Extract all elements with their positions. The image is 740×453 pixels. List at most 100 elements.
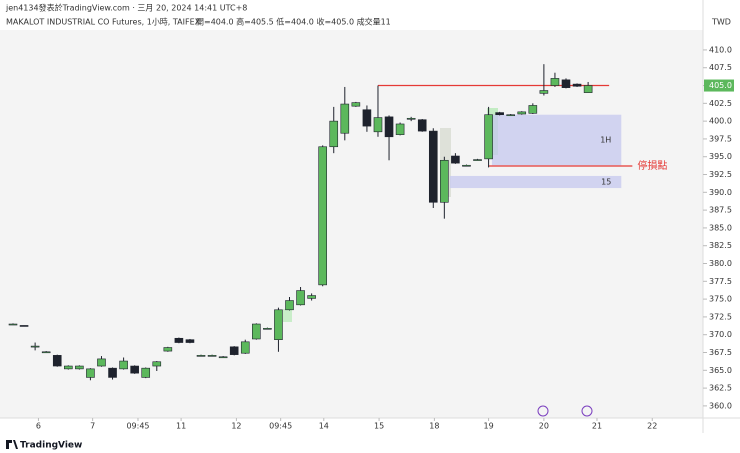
candle-body xyxy=(130,365,139,374)
y-tick-label: 402.5 xyxy=(709,99,732,108)
highlight xyxy=(283,309,292,322)
zone-label: 15 xyxy=(601,177,611,186)
candle-body xyxy=(163,347,173,352)
candle-body xyxy=(428,130,438,203)
candle-body xyxy=(484,114,493,160)
candle-body xyxy=(252,323,261,340)
candle-body xyxy=(75,365,84,370)
x-tick-label: 7 xyxy=(90,422,95,431)
x-tick-label: 15 xyxy=(374,422,384,431)
x-tick-label: 12 xyxy=(231,422,241,431)
candle-body xyxy=(86,368,95,378)
y-tick-label: 385.0 xyxy=(709,223,732,232)
candle-body xyxy=(362,109,372,127)
y-tick-label: 395.0 xyxy=(709,152,732,161)
y-tick-label: 390.0 xyxy=(709,188,732,197)
y-tick-label: 367.5 xyxy=(709,348,732,357)
candle-body xyxy=(19,325,29,327)
candle-body xyxy=(340,103,350,134)
y-tick-label: 380.0 xyxy=(709,259,732,268)
candle-body xyxy=(30,345,40,348)
y-tick-label: 362.5 xyxy=(709,384,732,393)
candle-body xyxy=(119,360,128,370)
candle-body xyxy=(384,116,394,138)
candle-body xyxy=(440,159,449,203)
candle-body xyxy=(329,120,339,148)
header: jen4134發表於TradingView.com · 三月 20, 2024 … xyxy=(5,3,247,13)
zone xyxy=(491,114,622,166)
candle-body xyxy=(152,361,162,367)
y-tick-label: 360.0 xyxy=(709,401,732,410)
candle-body xyxy=(462,164,471,167)
candle-body xyxy=(141,367,151,378)
candle-body xyxy=(174,337,184,343)
candle-body xyxy=(318,146,327,286)
candle-body xyxy=(583,85,593,93)
candle-body xyxy=(495,112,504,116)
x-tick-label: 09:45 xyxy=(269,422,292,431)
y-tick-label: 410.0 xyxy=(709,45,732,54)
event-icon[interactable] xyxy=(537,405,549,417)
last-price-tag xyxy=(704,79,734,92)
candle-body xyxy=(41,351,51,354)
candle-body xyxy=(52,355,62,367)
plot-area xyxy=(0,30,703,418)
x-tick-label: 20 xyxy=(539,422,549,431)
candle-body xyxy=(263,327,272,330)
candle-body xyxy=(64,365,73,370)
candle-body xyxy=(539,90,549,94)
event-icon[interactable] xyxy=(581,405,593,417)
y-tick-label: 392.5 xyxy=(709,170,732,179)
candle-body xyxy=(97,358,106,367)
x-tick-label: 11 xyxy=(176,422,186,431)
zone xyxy=(449,175,622,189)
candle-body xyxy=(473,159,482,161)
chart-title: MAKALOT INDUSTRIAL CO Futures, 1小時, TAIF… xyxy=(6,18,201,27)
y-tick-label: 375.0 xyxy=(709,295,732,304)
candle-body xyxy=(196,355,206,357)
y-tick-label: 400.0 xyxy=(709,117,732,126)
candle-body xyxy=(451,155,460,164)
candle-body xyxy=(395,123,405,135)
zone-label: 1H xyxy=(600,135,611,144)
candle-body xyxy=(517,111,527,115)
y-tick-label: 370.0 xyxy=(709,330,732,339)
x-tick-label: 22 xyxy=(647,422,657,431)
x-tick-label: 6 xyxy=(36,422,41,431)
candle-body xyxy=(274,309,283,340)
candle-body xyxy=(229,346,239,355)
candle-body xyxy=(8,323,18,326)
y-tick-label: 407.5 xyxy=(709,63,732,72)
x-tick-label: 14 xyxy=(319,422,329,431)
last-price-label: 405.0 xyxy=(709,81,732,90)
y-tick-label: 377.5 xyxy=(709,277,732,286)
candle-body xyxy=(240,341,250,354)
candle-body xyxy=(296,290,305,306)
x-tick-label: 19 xyxy=(483,422,493,431)
price-line-label: 停損點 xyxy=(637,159,667,172)
y-tick-label: 365.0 xyxy=(709,366,732,375)
y-tick-label: 372.5 xyxy=(709,312,732,321)
candle-body xyxy=(506,114,516,117)
brand-logo xyxy=(6,440,18,449)
candle-body xyxy=(351,102,361,107)
candle-body xyxy=(550,78,560,86)
candle-body xyxy=(218,356,228,359)
y-tick-label: 382.5 xyxy=(709,241,732,250)
candle-body xyxy=(572,83,582,87)
candle-body xyxy=(285,300,294,311)
candle-body xyxy=(185,339,195,343)
currency: TWD xyxy=(711,18,731,27)
candle-body xyxy=(307,295,316,299)
candle-body xyxy=(373,117,383,133)
candle-body xyxy=(561,79,571,88)
candle-body xyxy=(207,355,217,357)
candle-body xyxy=(406,117,416,120)
x-tick-label: 18 xyxy=(429,422,439,431)
candle-body xyxy=(417,119,427,132)
candle-body xyxy=(528,105,538,114)
candle-body xyxy=(108,367,117,378)
ohlc-text: 開=404.0 高=405.5 低=404.0 收=405.0 成交量11 xyxy=(196,17,391,27)
y-tick-label: 397.5 xyxy=(709,134,732,143)
